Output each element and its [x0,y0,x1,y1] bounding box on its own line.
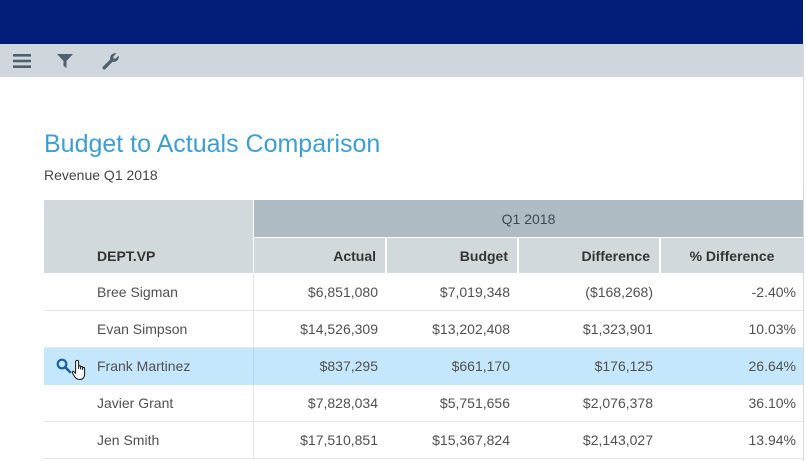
row-budget: $15,367,824 [432,432,510,448]
scroll-edge [803,44,804,461]
row-dept-name: Bree Sigman [97,284,178,300]
column-group-label: Q1 2018 [501,210,556,227]
column-header-budget-label: Budget [459,247,508,264]
row-pct-difference: 13.94% [748,432,796,448]
row-dept-name: Evan Simpson [97,321,188,337]
row-difference: $176,125 [594,358,653,374]
row-actual: $14,526,309 [300,321,378,337]
table-row-selected[interactable]: Frank Martinez $837,295 $661,170 $176,12… [44,348,803,385]
hamburger-menu-icon[interactable] [11,50,33,72]
toolbar [0,44,803,77]
report-subtitle: Revenue Q1 2018 [44,167,158,183]
column-header-pct-difference[interactable]: % Difference [661,238,803,273]
filter-icon[interactable] [54,50,76,72]
row-dept-name: Javier Grant [97,395,174,411]
column-header-difference-label: Difference [581,247,650,264]
row-budget: $13,202,408 [432,321,510,337]
column-header-budget[interactable]: Budget [387,238,517,273]
report-title: Budget to Actuals Comparison [44,130,381,158]
column-header-dept[interactable]: DEPT.VP [44,200,253,273]
top-banner [0,0,803,44]
column-header-pct-label: % Difference [689,247,775,264]
wrench-icon[interactable] [100,50,122,72]
column-header-actual-label: Actual [333,247,376,264]
row-dept-name: Frank Martinez [97,358,191,374]
row-budget: $7,019,348 [439,284,510,300]
table-row[interactable]: Javier Grant $7,828,034 $5,751,656 $2,07… [44,385,803,422]
row-pct-difference: 36.10% [748,395,796,411]
row-pct-difference: 10.03% [748,321,796,337]
column-header-difference[interactable]: Difference [519,238,659,273]
row-budget: $5,751,656 [439,395,510,411]
row-difference: $1,323,901 [582,321,653,337]
table-row[interactable]: Bree Sigman $6,851,080 $7,019,348 ($168,… [44,274,803,311]
table-row[interactable]: Jen Smith $17,510,851 $15,367,824 $2,143… [44,422,803,459]
row-dept-name: Jen Smith [97,432,160,448]
table-row[interactable]: Evan Simpson $14,526,309 $13,202,408 $1,… [44,311,803,348]
row-pct-difference: -2.40% [751,284,796,300]
column-header-actual[interactable]: Actual [254,238,385,273]
magnifier-icon[interactable] [56,348,80,384]
row-difference: $2,143,027 [582,432,653,448]
row-actual: $837,295 [319,358,378,374]
row-pct-difference: 26.64% [748,358,796,374]
row-actual: $7,828,034 [307,395,378,411]
row-difference: $2,076,378 [582,395,653,411]
row-budget: $661,170 [451,358,510,374]
row-actual: $17,510,851 [300,432,378,448]
hand-cursor-icon [71,358,91,382]
column-group-header: Q1 2018 [254,200,803,237]
column-header-dept-label: DEPT.VP [97,248,156,264]
row-difference: ($168,268) [585,284,653,300]
row-actual: $6,851,080 [307,284,378,300]
